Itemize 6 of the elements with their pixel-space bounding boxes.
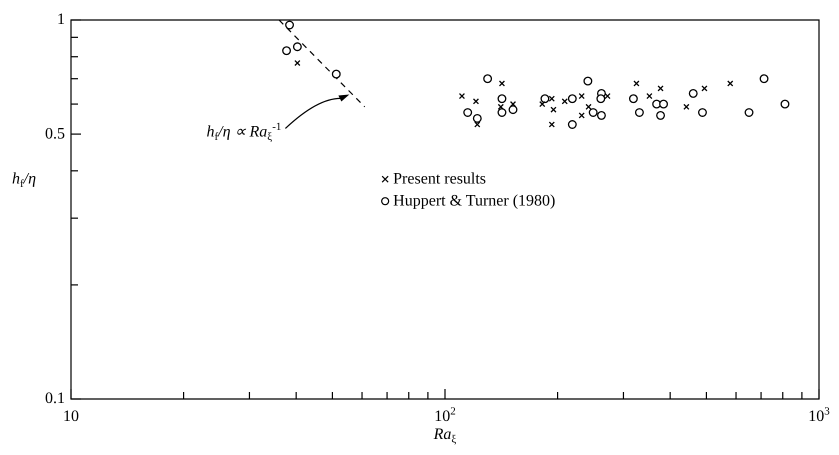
x-tick-label: 10 bbox=[63, 408, 79, 426]
y-tick-label: 1 bbox=[57, 11, 65, 28]
y-tick-label: 0.5 bbox=[45, 125, 65, 142]
legend-label: Huppert & Turner (1980) bbox=[393, 192, 556, 210]
y-tick-label: 0.1 bbox=[45, 390, 65, 408]
legend-label: Present results bbox=[393, 170, 486, 188]
